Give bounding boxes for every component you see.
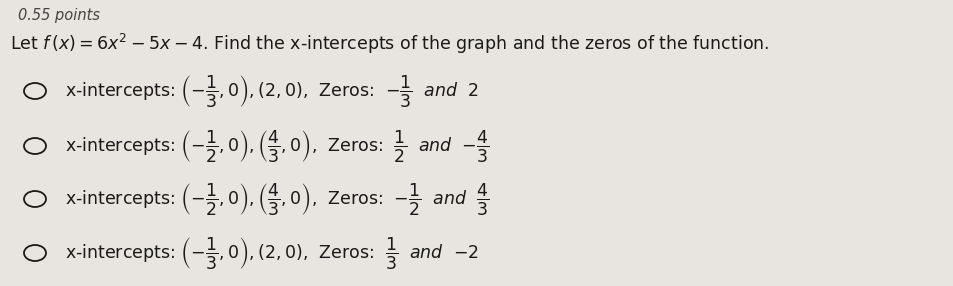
Text: x-intercepts: $\left(-\dfrac{1}{2},0\right), \left(\dfrac{4}{3},0\right)$,  Zero: x-intercepts: $\left(-\dfrac{1}{2},0\rig… (65, 128, 489, 164)
Text: x-intercepts: $\left(-\dfrac{1}{3},0\right), (2,0)$,  Zeros:  $\dfrac{1}{3}$  $\: x-intercepts: $\left(-\dfrac{1}{3},0\rig… (65, 235, 478, 271)
Text: x-intercepts: $\left(-\dfrac{1}{2},0\right), \left(\dfrac{4}{3},0\right)$,  Zero: x-intercepts: $\left(-\dfrac{1}{2},0\rig… (65, 181, 489, 217)
Text: x-intercepts: $\left(-\dfrac{1}{3},0\right), (2,0)$,  Zeros:  $-\dfrac{1}{3}$  $: x-intercepts: $\left(-\dfrac{1}{3},0\rig… (65, 73, 478, 109)
Text: 0.55 points: 0.55 points (18, 8, 100, 23)
Text: Let $f\,(x) = 6x^2 - 5x - 4$. Find the x-intercepts of the graph and the zeros o: Let $f\,(x) = 6x^2 - 5x - 4$. Find the x… (10, 32, 769, 56)
